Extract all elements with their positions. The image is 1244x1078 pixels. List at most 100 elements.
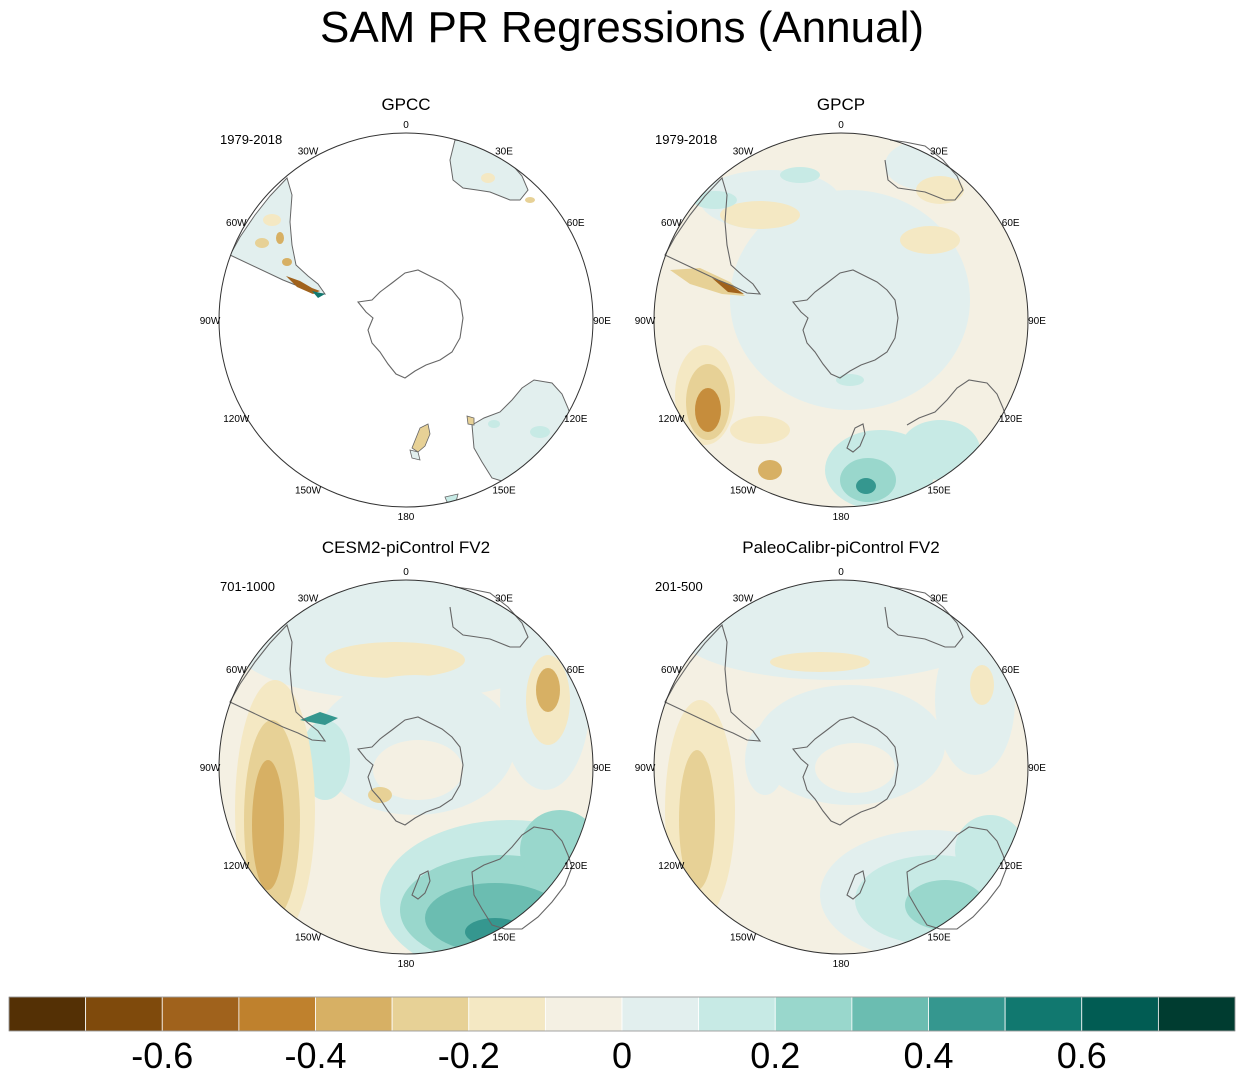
panel-period: 1979-2018 [220, 132, 282, 147]
colorbar-swatch [161, 996, 240, 1032]
longitude-label: 60E [1002, 218, 1020, 229]
longitude-label: 90W [200, 763, 221, 774]
map-border [218, 579, 594, 955]
colorbar-swatch [238, 996, 316, 1032]
colorbar-swatch [8, 996, 87, 1032]
longitude-label: 120E [564, 861, 588, 872]
africa-coast [884, 586, 964, 648]
longitude-label: 30E [495, 593, 513, 604]
longitude-label: 30W [733, 593, 754, 604]
longitude-label: 0 [838, 120, 844, 131]
longitude-label: 60W [661, 665, 682, 676]
new-zealand-coast [411, 870, 431, 900]
polar-map [218, 132, 594, 508]
colorbar-tick-label: -0.6 [131, 1035, 193, 1076]
longitude-label: 60E [567, 665, 585, 676]
longitude-label: 60E [1002, 665, 1020, 676]
longitude-label: 180 [398, 512, 415, 523]
panel-title: GPCC [381, 95, 430, 114]
polar-map [218, 579, 594, 955]
south-america-coast [664, 623, 762, 742]
longitude-label: 120W [658, 861, 685, 872]
antarctica-coast [791, 269, 899, 379]
longitude-label: 120E [564, 414, 588, 425]
colorbar-swatch [391, 996, 470, 1032]
panel-title: PaleoCalibr-piControl FV2 [742, 538, 939, 557]
panel-cesm2: CESM2-piControl FV2 701-1000 [218, 538, 594, 955]
figure-title: SAM PR Regressions (Annual) [319, 3, 924, 52]
longitude-label: 0 [403, 120, 409, 131]
longitude-label: 150W [730, 933, 757, 944]
panel-title: CESM2-piControl FV2 [322, 538, 490, 557]
longitude-label: 30W [298, 146, 319, 157]
longitude-label: 90W [635, 763, 656, 774]
colorbar-swatch [621, 996, 700, 1032]
longitude-label: 30W [298, 593, 319, 604]
longitude-label: 0 [403, 567, 409, 578]
longitude-label: 90E [593, 316, 611, 327]
longitude-label: 30E [930, 146, 948, 157]
map-border [218, 132, 594, 508]
polar-map [653, 579, 1029, 955]
antarctica-coast [356, 269, 464, 379]
colorbar-swatch [851, 996, 929, 1032]
panel-title: GPCP [817, 95, 865, 114]
colorbar-tick-label: 0 [612, 1035, 632, 1076]
longitude-label: 90W [635, 316, 656, 327]
colorbar-swatch [544, 996, 623, 1032]
longitude-label: 120E [999, 414, 1023, 425]
map-border [653, 579, 1029, 955]
colorbar-swatch [1004, 996, 1083, 1032]
colorbar-tick-label: -0.2 [438, 1035, 500, 1076]
map-border [653, 132, 1029, 508]
panel-period: 701-1000 [220, 579, 275, 594]
colorbar: -0.6 -0.4 -0.2 0 0.2 0.4 0.6 [8, 996, 1236, 1076]
longitude-label: 120W [223, 861, 250, 872]
africa-coast [449, 586, 529, 648]
colorbar-swatch [315, 996, 393, 1032]
colorbar-swatch [1157, 996, 1236, 1032]
south-america-coast [229, 623, 327, 742]
australia-coast [471, 826, 573, 930]
longitude-label: 60W [226, 218, 247, 229]
colorbar-tick-label: 0.6 [1057, 1035, 1107, 1076]
colorbar-swatch [1081, 996, 1159, 1032]
colorbar-frame [8, 996, 1236, 1032]
antarctica-coast [791, 716, 899, 826]
panel-period: 1979-2018 [655, 132, 717, 147]
longitude-label: 90E [593, 763, 611, 774]
africa-coast [884, 139, 964, 201]
longitude-label: 90W [200, 316, 221, 327]
panel-period: 201-500 [655, 579, 703, 594]
longitude-label: 30E [930, 593, 948, 604]
colorbar-tick-label: 0.4 [903, 1035, 953, 1076]
longitude-label: 150E [927, 486, 951, 497]
polar-map [653, 132, 1029, 508]
south-america-coast [664, 176, 762, 295]
longitude-label: 150W [295, 933, 322, 944]
longitude-label: 150W [730, 486, 757, 497]
australia-coast [906, 826, 1008, 930]
longitude-label: 150W [295, 486, 322, 497]
longitude-label: 60W [661, 218, 682, 229]
colorbar-tick-label: 0.2 [750, 1035, 800, 1076]
longitude-labels: 0 30E 60E 90E 120E 150E 180 150W 120W 90W 60W 30W 0 3… [200, 120, 1047, 970]
longitude-label: 90E [1028, 316, 1046, 327]
longitude-label: 150E [492, 486, 516, 497]
longitude-label: 30E [495, 146, 513, 157]
longitude-label: 180 [833, 959, 850, 970]
longitude-label: 120E [999, 861, 1023, 872]
longitude-label: 150E [927, 933, 951, 944]
longitude-label: 180 [833, 512, 850, 523]
colorbar-swatch [698, 996, 776, 1032]
colorbar-swatch [85, 996, 163, 1032]
panel-gpcp: GPCP 1979-2018 [653, 95, 1029, 508]
longitude-label: 180 [398, 959, 415, 970]
antarctica-coast [356, 716, 464, 826]
new-zealand-coast [846, 423, 866, 453]
australia-coast [906, 379, 1008, 426]
longitude-label: 150E [492, 933, 516, 944]
colorbar-swatch [928, 996, 1006, 1032]
panel-paleocalibr: PaleoCalibr-piControl FV2 201-500 [653, 538, 1029, 955]
